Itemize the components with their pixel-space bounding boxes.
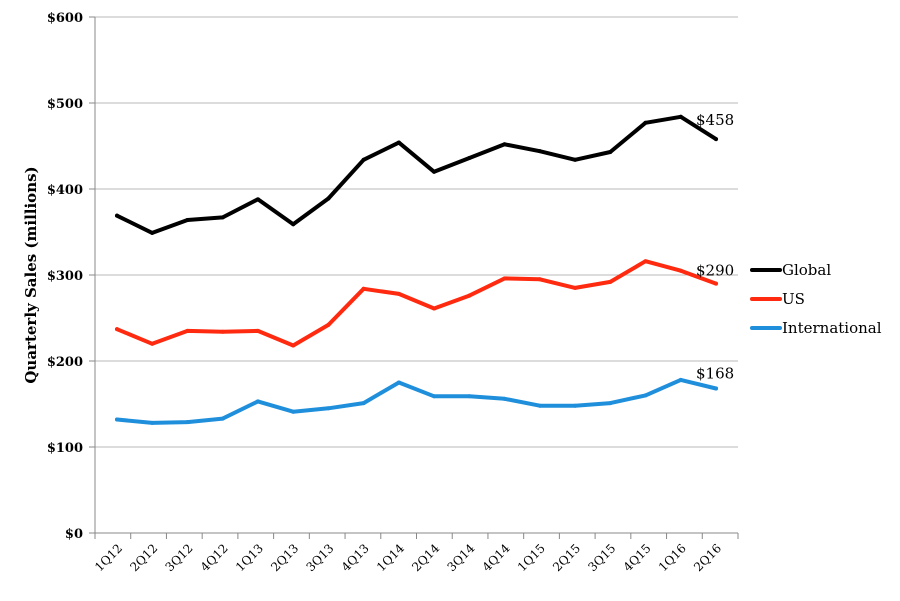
data-point xyxy=(396,291,401,296)
end-value-label: $458 xyxy=(696,111,734,129)
series-line-international xyxy=(115,377,718,425)
data-point xyxy=(678,377,683,382)
data-point xyxy=(467,293,472,298)
data-point xyxy=(150,230,155,235)
data-point xyxy=(255,328,260,333)
legend-label: Global xyxy=(782,261,831,279)
data-point xyxy=(678,114,683,119)
x-tick-label: 2Q13 xyxy=(268,541,301,574)
x-tick-label: 1Q15 xyxy=(515,541,548,574)
x-tick-label: 4Q14 xyxy=(480,541,513,574)
labels: $458 $290 $168 xyxy=(696,111,734,382)
data-point xyxy=(608,279,613,284)
data-point xyxy=(291,343,296,348)
data-point xyxy=(115,213,119,218)
data-point xyxy=(396,140,401,145)
data-point xyxy=(573,157,578,162)
data-point xyxy=(714,137,718,142)
end-value-label: $290 xyxy=(696,262,734,280)
series-group xyxy=(115,114,718,425)
data-point xyxy=(326,196,331,201)
data-point xyxy=(573,285,578,290)
grid xyxy=(95,16,738,534)
x-tick-label: 2Q12 xyxy=(127,541,160,574)
y-tick-label: $0 xyxy=(65,527,83,542)
data-point xyxy=(432,306,437,311)
x-tick-label: 3Q13 xyxy=(303,541,336,574)
data-point xyxy=(608,150,613,155)
data-point xyxy=(502,396,507,401)
data-point xyxy=(291,222,296,227)
y-tick-label: $100 xyxy=(47,441,83,456)
data-point xyxy=(537,403,542,408)
x-tick-label: 2Q16 xyxy=(691,541,724,574)
end-value-label: $168 xyxy=(696,365,734,383)
x-tick-label: 4Q12 xyxy=(198,541,231,574)
data-point xyxy=(502,276,507,281)
data-point xyxy=(361,286,366,291)
data-point xyxy=(432,394,437,399)
x-tick-label: 4Q15 xyxy=(621,541,654,574)
data-point xyxy=(678,268,683,273)
y-tick-label: $500 xyxy=(47,97,83,112)
data-point xyxy=(537,277,542,282)
series-line-global xyxy=(115,114,718,235)
data-point xyxy=(467,156,472,161)
x-tick-label: 1Q12 xyxy=(92,541,125,574)
data-point xyxy=(326,406,331,411)
data-point xyxy=(255,197,260,202)
x-tick-label: 4Q13 xyxy=(339,541,372,574)
y-tick-label: $400 xyxy=(47,183,83,198)
data-point xyxy=(115,417,119,422)
legend-label: International xyxy=(782,319,882,337)
data-point xyxy=(220,215,225,220)
data-point xyxy=(150,420,155,425)
data-point xyxy=(361,157,366,162)
data-point xyxy=(220,329,225,334)
x-tick-label: 1Q14 xyxy=(374,541,407,574)
data-point xyxy=(467,394,472,399)
y-tick-label: $300 xyxy=(47,269,83,284)
y-tick-label: $200 xyxy=(47,355,83,370)
data-point xyxy=(573,403,578,408)
data-point xyxy=(220,416,225,421)
x-tick-label: 1Q16 xyxy=(656,541,689,574)
y-axis-label: Quarterly Sales (millions) xyxy=(22,166,40,383)
x-tick-label: 3Q12 xyxy=(163,541,196,574)
x-tick-label: 2Q14 xyxy=(409,541,442,574)
x-tick-label: 3Q14 xyxy=(444,541,477,574)
data-point xyxy=(255,399,260,404)
data-point xyxy=(608,401,613,406)
data-point xyxy=(115,327,119,332)
data-point xyxy=(396,380,401,385)
data-point xyxy=(537,149,542,154)
series-line-us xyxy=(115,259,718,348)
data-point xyxy=(432,169,437,174)
data-point xyxy=(714,386,718,391)
data-point xyxy=(361,401,366,406)
legend: Global US International xyxy=(750,261,882,337)
data-point xyxy=(714,281,718,286)
data-point xyxy=(185,217,190,222)
legend-label: US xyxy=(782,290,805,308)
data-point xyxy=(643,393,648,398)
x-tick-label: 1Q13 xyxy=(233,541,266,574)
data-point xyxy=(502,142,507,147)
data-point xyxy=(326,322,331,327)
data-point xyxy=(185,328,190,333)
data-point xyxy=(643,259,648,264)
data-point xyxy=(643,120,648,125)
y-tick-label: $600 xyxy=(47,11,83,26)
data-point xyxy=(150,341,155,346)
data-point xyxy=(291,409,296,414)
data-point xyxy=(185,420,190,425)
x-tick-label: 3Q15 xyxy=(585,541,618,574)
x-tick-label: 2Q15 xyxy=(550,541,583,574)
